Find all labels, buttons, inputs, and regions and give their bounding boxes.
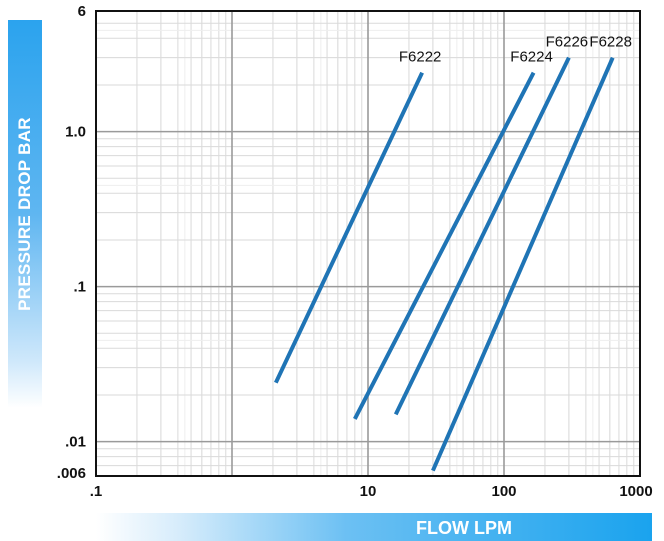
series-line-f6224 — [353, 71, 536, 420]
series-line-f6226 — [393, 56, 571, 416]
y-axis-label-band — [8, 20, 42, 408]
y-axis-label: PRESSURE DROP BAR — [15, 117, 34, 311]
series-line-f6222 — [274, 71, 424, 384]
x-tick-label: .1 — [90, 483, 103, 500]
plot-frame — [95, 10, 641, 477]
x-axis-label: FLOW LPM — [416, 518, 512, 538]
y-tick-label: .01 — [65, 434, 86, 451]
y-tick-label: 1.0 — [65, 124, 86, 141]
y-tick-label: 6 — [78, 3, 86, 20]
x-tick-label: 100 — [491, 483, 516, 500]
series-line-f6228 — [431, 56, 615, 472]
y-tick-label: .1 — [73, 279, 86, 296]
x-tick-label: 10 — [360, 483, 377, 500]
series-lines — [274, 56, 615, 472]
series-label-f6226: F6226 — [546, 34, 589, 51]
y-tick-label: .006 — [57, 465, 86, 482]
series-label-f6224: F6224 — [510, 49, 553, 66]
x-tick-label: 1000 — [619, 483, 652, 500]
tick-labels: .1 10 100 1000 6 1.0 .1 .01 .006 — [57, 3, 653, 500]
series-label-f6228: F6228 — [589, 34, 632, 51]
series-label-f6222: F6222 — [399, 49, 442, 66]
x-axis-label-band: FLOW LPM — [96, 513, 652, 541]
major-gridlines — [96, 11, 640, 476]
